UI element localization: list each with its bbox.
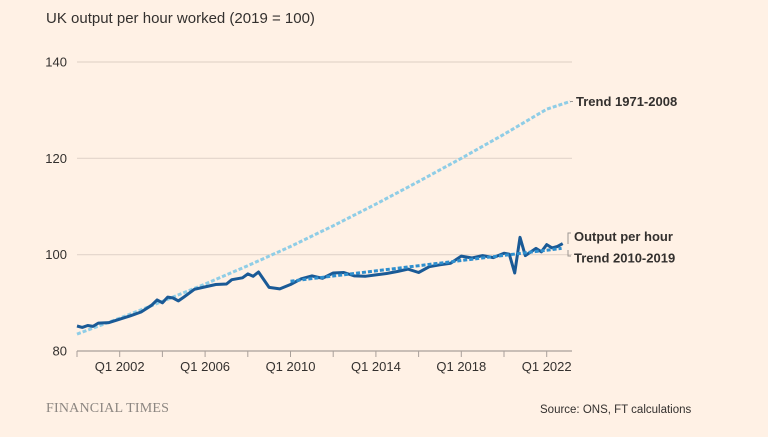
x-tick-label: Q1 2018: [436, 359, 486, 374]
annotations: Trend 1971-2008 Output per hour Trend 2010…: [567, 94, 677, 266]
x-tick-label: Q1 2002: [95, 359, 145, 374]
chart-title: UK output per hour worked (2019 = 100): [46, 10, 315, 27]
x-tick-label: Q1 2010: [266, 359, 316, 374]
gridlines: [77, 61, 572, 256]
annotation-trend-2010-2019: Trend 2010-2019: [574, 251, 675, 266]
annotation-bracket: [567, 250, 571, 257]
x-tick-label: Q1 2006: [180, 359, 230, 374]
y-axis: 80 100 120 140: [45, 55, 67, 359]
series-line-trend-1971-2008: [76, 100, 571, 336]
x-tick-label: Q1 2022: [522, 359, 572, 374]
brand-logo-text: FINANCIAL TIMES: [46, 401, 170, 416]
y-tick-label: 120: [45, 151, 67, 166]
x-tick-label: Q1 2014: [351, 359, 401, 374]
y-tick-label: 140: [45, 55, 67, 70]
series-line-output-per-hour: [76, 235, 564, 329]
y-tick-label: 100: [45, 247, 67, 262]
series-line-trend-2010-2019: [290, 246, 562, 283]
annotation-trend-1971-2008: Trend 1971-2008: [576, 94, 677, 109]
series-group: [76, 100, 571, 336]
annotation-bracket: [567, 232, 571, 244]
x-axis: Q1 2002 Q1 2006 Q1 2010 Q1 2014 Q1 2018 Q1 20…: [76, 350, 572, 374]
y-tick-label: 80: [53, 344, 67, 359]
source-note: Source: ONS, FT calculations: [540, 404, 692, 416]
annotation-output-per-hour: Output per hour: [574, 229, 673, 244]
